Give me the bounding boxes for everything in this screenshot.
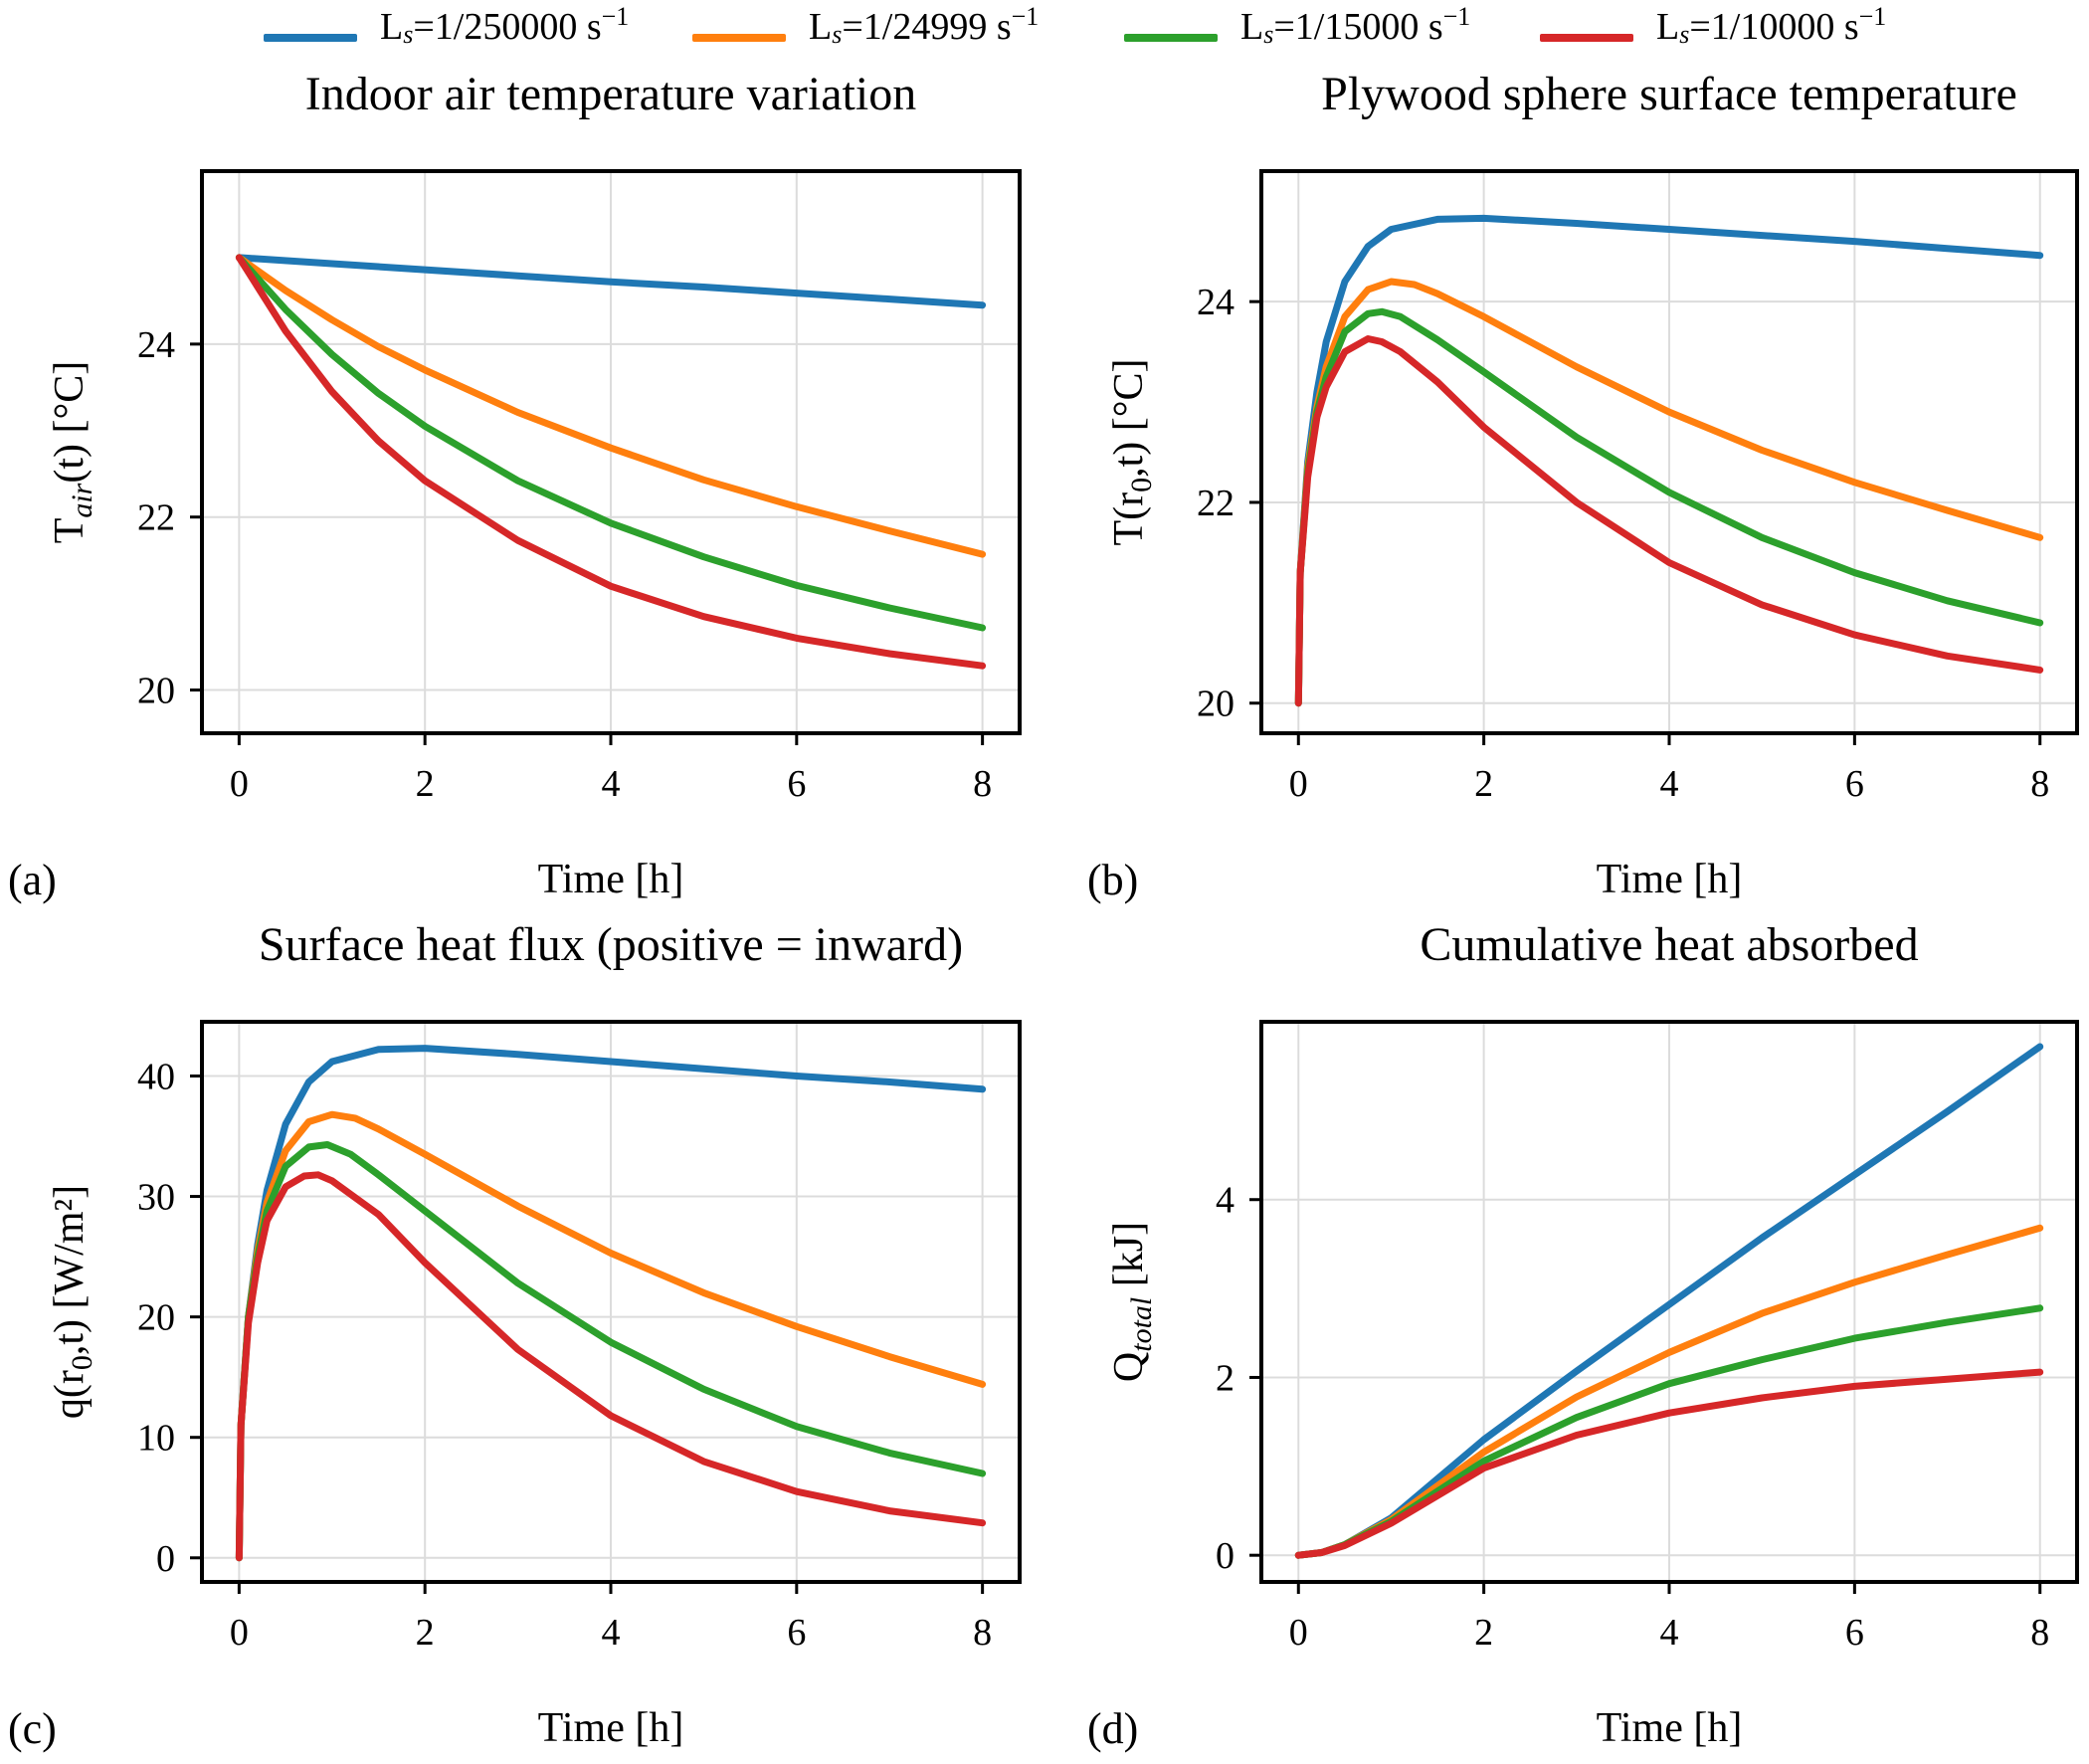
x-tick-label: 6	[1845, 763, 1864, 805]
chart-title: Surface heat flux (positive = inward)	[259, 918, 963, 971]
y-tick-label: 30	[137, 1177, 175, 1219]
panel-label: (d)	[1087, 1704, 1138, 1753]
y-axis-label-rest: [kJ]	[1106, 1222, 1152, 1297]
y-tick-label: 22	[137, 497, 175, 539]
x-axis-label: Time [h]	[1597, 1705, 1743, 1751]
legend-swatch	[692, 34, 786, 42]
y-axis-label-main: q(r	[47, 1370, 93, 1419]
y-tick-label: 0	[1216, 1535, 1234, 1577]
x-tick-label: 2	[1474, 1612, 1493, 1654]
y-tick-label: 24	[137, 324, 175, 366]
y-axis-label-sub: air	[66, 483, 98, 517]
x-tick-label: 8	[973, 763, 992, 805]
y-axis-label: Tair(t) [°C]	[47, 361, 98, 544]
x-tick-label: 4	[602, 1612, 621, 1654]
figure-legend: Ls=1/250000 s−1 Ls=1/24999 s−1 Ls=1/1500…	[0, 0, 2089, 60]
series-line-4	[235, 1171, 987, 1562]
x-tick-label: 4	[1660, 763, 1679, 805]
y-tick-label: 22	[1197, 483, 1234, 524]
series-line-3	[235, 254, 987, 632]
y-axis-label-sub: total	[1125, 1297, 1158, 1352]
y-axis-label-rest: (t) [°C]	[47, 361, 93, 484]
x-tick-label: 2	[416, 1612, 435, 1654]
legend-swatch	[264, 34, 357, 42]
series-line-4	[1294, 335, 2044, 707]
series-line-2	[235, 254, 987, 558]
x-axis-label: Time [h]	[1597, 857, 1743, 902]
y-axis-label-rest: ,t) [°C]	[1106, 358, 1152, 477]
y-tick-label: 20	[137, 1297, 175, 1339]
x-tick-label: 6	[787, 1612, 806, 1654]
y-tick-label: 0	[156, 1538, 175, 1580]
y-tick-label: 4	[1216, 1180, 1234, 1222]
y-tick-label: 20	[1197, 684, 1234, 725]
legend-swatch	[1124, 34, 1218, 42]
x-tick-label: 0	[230, 763, 249, 805]
legend-swatch	[1540, 34, 1633, 42]
y-axis-label-main: T(r	[1106, 492, 1152, 546]
panel-label: (a)	[8, 856, 57, 904]
x-axis-label: Time [h]	[538, 857, 684, 902]
series-line-4	[235, 254, 987, 670]
legend-label: Ls=1/250000 s−1	[380, 2, 630, 49]
panel-label: (b)	[1087, 856, 1138, 904]
y-axis-label: Qtotal [kJ]	[1106, 1222, 1158, 1382]
x-tick-label: 0	[1289, 1612, 1308, 1654]
y-tick-label: 40	[137, 1056, 175, 1097]
x-axis-label: Time [h]	[538, 1705, 684, 1751]
x-tick-label: 2	[1474, 763, 1493, 805]
legend-label: Ls=1/15000 s−1	[1240, 2, 1471, 49]
y-axis-label-sub: 0	[66, 1355, 98, 1370]
y-axis-label: q(r0,t) [W/m²]	[47, 1185, 98, 1419]
y-axis-label-main: Q	[1106, 1352, 1152, 1382]
legend-label: Ls=1/10000 s−1	[1656, 2, 1887, 49]
x-tick-label: 6	[787, 763, 806, 805]
x-tick-label: 8	[973, 1612, 992, 1654]
x-tick-label: 0	[1289, 763, 1308, 805]
y-axis-label-rest: ,t) [W/m²]	[47, 1185, 93, 1355]
chart-title: Cumulative heat absorbed	[1420, 918, 1918, 971]
y-axis-label: T(r0,t) [°C]	[1106, 358, 1158, 545]
x-tick-label: 8	[2030, 1612, 2049, 1654]
chart-title: Plywood sphere surface temperature	[1321, 68, 2017, 120]
y-axis-label-main: T	[47, 518, 93, 544]
chart-panel-4: 0 2 4 6 8 0 2 4 Cumulative heat absorbed Time [h]…	[1087, 918, 2079, 1753]
x-tick-label: 4	[602, 763, 621, 805]
y-tick-label: 10	[137, 1418, 175, 1460]
x-tick-label: 8	[2030, 763, 2049, 805]
y-tick-label: 20	[137, 671, 175, 712]
chart-title: Indoor air temperature variation	[305, 68, 916, 120]
y-axis-label-sub: 0	[1125, 478, 1158, 492]
legend-label: Ls=1/24999 s−1	[809, 2, 1040, 49]
series-line-4	[1294, 1368, 2044, 1559]
chart-panel-3: 0 2 4 6 8 0 10 20 30 40 Surface heat flux (positiv…	[8, 918, 1022, 1753]
y-tick-label: 2	[1216, 1357, 1234, 1399]
series-line-1	[235, 254, 987, 309]
x-tick-label: 4	[1660, 1612, 1679, 1654]
y-tick-label: 24	[1197, 282, 1234, 323]
x-tick-label: 2	[416, 763, 435, 805]
panel-label: (c)	[8, 1704, 57, 1753]
x-tick-label: 6	[1845, 1612, 1864, 1654]
x-tick-label: 0	[230, 1612, 249, 1654]
